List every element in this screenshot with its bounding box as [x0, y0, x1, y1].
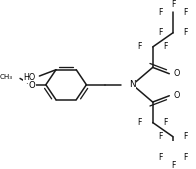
- Text: F: F: [138, 118, 142, 127]
- Text: O: O: [28, 80, 34, 89]
- Text: F: F: [163, 118, 168, 127]
- Text: O: O: [173, 91, 180, 100]
- Text: O: O: [29, 81, 35, 90]
- Text: O: O: [173, 69, 180, 78]
- Text: F: F: [184, 153, 188, 162]
- Text: HO: HO: [24, 73, 36, 82]
- Text: F: F: [138, 42, 142, 51]
- Text: F: F: [184, 28, 188, 37]
- Text: F: F: [158, 132, 162, 141]
- Text: CH₃: CH₃: [0, 74, 13, 80]
- Text: F: F: [184, 132, 188, 141]
- Text: F: F: [184, 8, 188, 17]
- Text: F: F: [171, 0, 175, 9]
- Text: F: F: [163, 42, 168, 51]
- Text: F: F: [171, 161, 175, 169]
- Text: F: F: [158, 8, 162, 17]
- Text: N: N: [129, 80, 136, 89]
- Text: F: F: [158, 28, 162, 37]
- Text: F: F: [158, 153, 162, 162]
